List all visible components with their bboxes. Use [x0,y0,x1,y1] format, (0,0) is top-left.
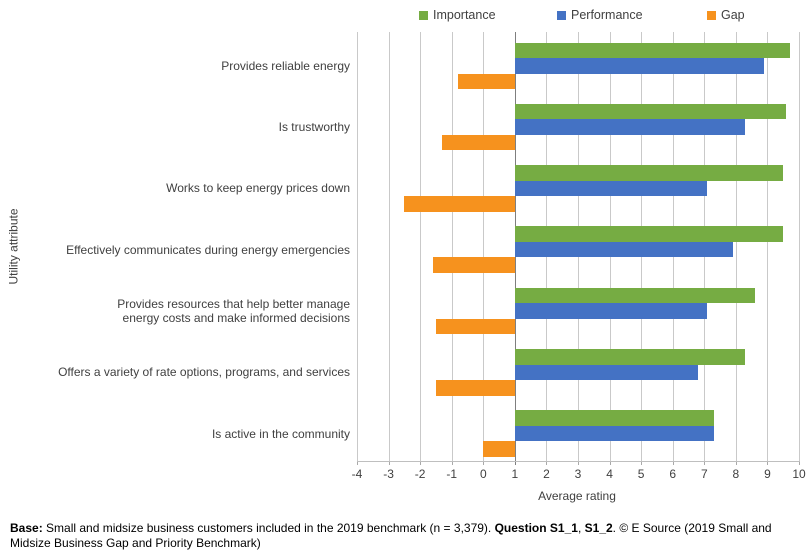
legend-label: Performance [571,8,643,22]
axis-tick [609,461,611,465]
legend-label: Importance [433,8,496,22]
footnote-segment: Small and midsize business customers inc… [42,521,495,535]
bar-gap [483,441,515,457]
x-tick-label: -2 [414,467,426,481]
bar-gap [435,380,515,396]
axis-tick [483,461,485,465]
bar-importance [514,287,755,304]
bar-performance [514,180,708,197]
legend-label: Gap [721,8,745,22]
gridline [451,32,453,461]
bar-importance [514,226,784,242]
footnote-segment: , [577,521,585,535]
footnote-segment: Base: [10,521,43,535]
bar-importance [514,349,746,365]
legend-swatch-importance [419,10,428,20]
bar-performance [514,241,733,258]
x-tick-label: -3 [383,467,394,481]
x-tick-label: 7 [700,467,708,481]
axis-tick [388,461,390,465]
axis-tick [672,461,674,465]
bar-performance [514,119,746,135]
bar-importance [514,165,784,181]
x-tick-label: 3 [574,467,582,481]
bar-importance [514,42,790,59]
x-tick-label: 2 [543,467,550,481]
gridline [767,32,769,461]
axis-tick [704,461,706,465]
x-tick-label: 1 [511,467,519,481]
bar-performance [514,425,714,442]
legend-swatch-gap [707,10,716,20]
bar-importance [514,410,714,426]
gridline [735,32,737,461]
axis-tick [578,461,579,465]
bar-gap [442,134,515,151]
x-tick-label: 5 [637,467,645,481]
axis-tick [420,461,422,465]
footnote: Base: Small and midsize business custome… [10,521,800,551]
x-tick-label: 4 [606,467,613,481]
legend-item-importance: Importance [419,7,496,23]
bar-performance [514,58,765,74]
x-tick-label: -1 [446,467,458,481]
axis-tick [451,461,453,465]
category-label: Is trustworthy [278,120,350,135]
category-label: Is active in the community [211,426,350,441]
x-tick-label: 8 [732,467,740,481]
bar-performance [514,303,708,319]
axis-tick [767,461,769,465]
category-label: Provides resources that help better mana… [117,296,350,325]
bar-gap [432,257,515,273]
x-axis-title: Average rating [538,489,616,503]
bar-gap [404,196,515,212]
axis-tick [357,461,358,465]
category-label: Provides reliable energy [221,58,350,73]
gridline [357,32,358,461]
footnote-segment: Question S1_1 [494,521,578,535]
bar-importance [514,103,787,120]
x-tick-label: 0 [479,467,487,481]
x-tick-label: 9 [764,467,771,481]
footnote-segment: . © E Source (2019 Small and Midsize Bus… [10,521,772,550]
category-label: Offers a variety of rate options, progra… [58,365,350,380]
gridline [420,32,422,461]
axis-tick [735,461,737,465]
gridline [799,32,800,461]
footnote-segment: S1_2 [584,521,613,535]
x-tick-label: 6 [669,467,677,481]
axis-tick [799,461,800,465]
x-axis-line [357,461,800,462]
gridline [388,32,390,461]
bar-gap [458,73,515,90]
x-tick-label: -4 [351,467,363,481]
category-label: Works to keep energy prices down [166,181,350,196]
category-label: Effectively communicates during energy e… [66,242,350,257]
bar-gap [435,318,515,335]
legend-swatch-performance [557,10,566,20]
gridline [483,32,485,461]
x-tick-label: 10 [792,467,806,481]
legend-item-performance: Performance [557,7,643,23]
bar-performance [514,364,698,381]
axis-tick [546,461,548,465]
legend-item-gap: Gap [707,7,745,23]
axis-tick [641,461,643,465]
